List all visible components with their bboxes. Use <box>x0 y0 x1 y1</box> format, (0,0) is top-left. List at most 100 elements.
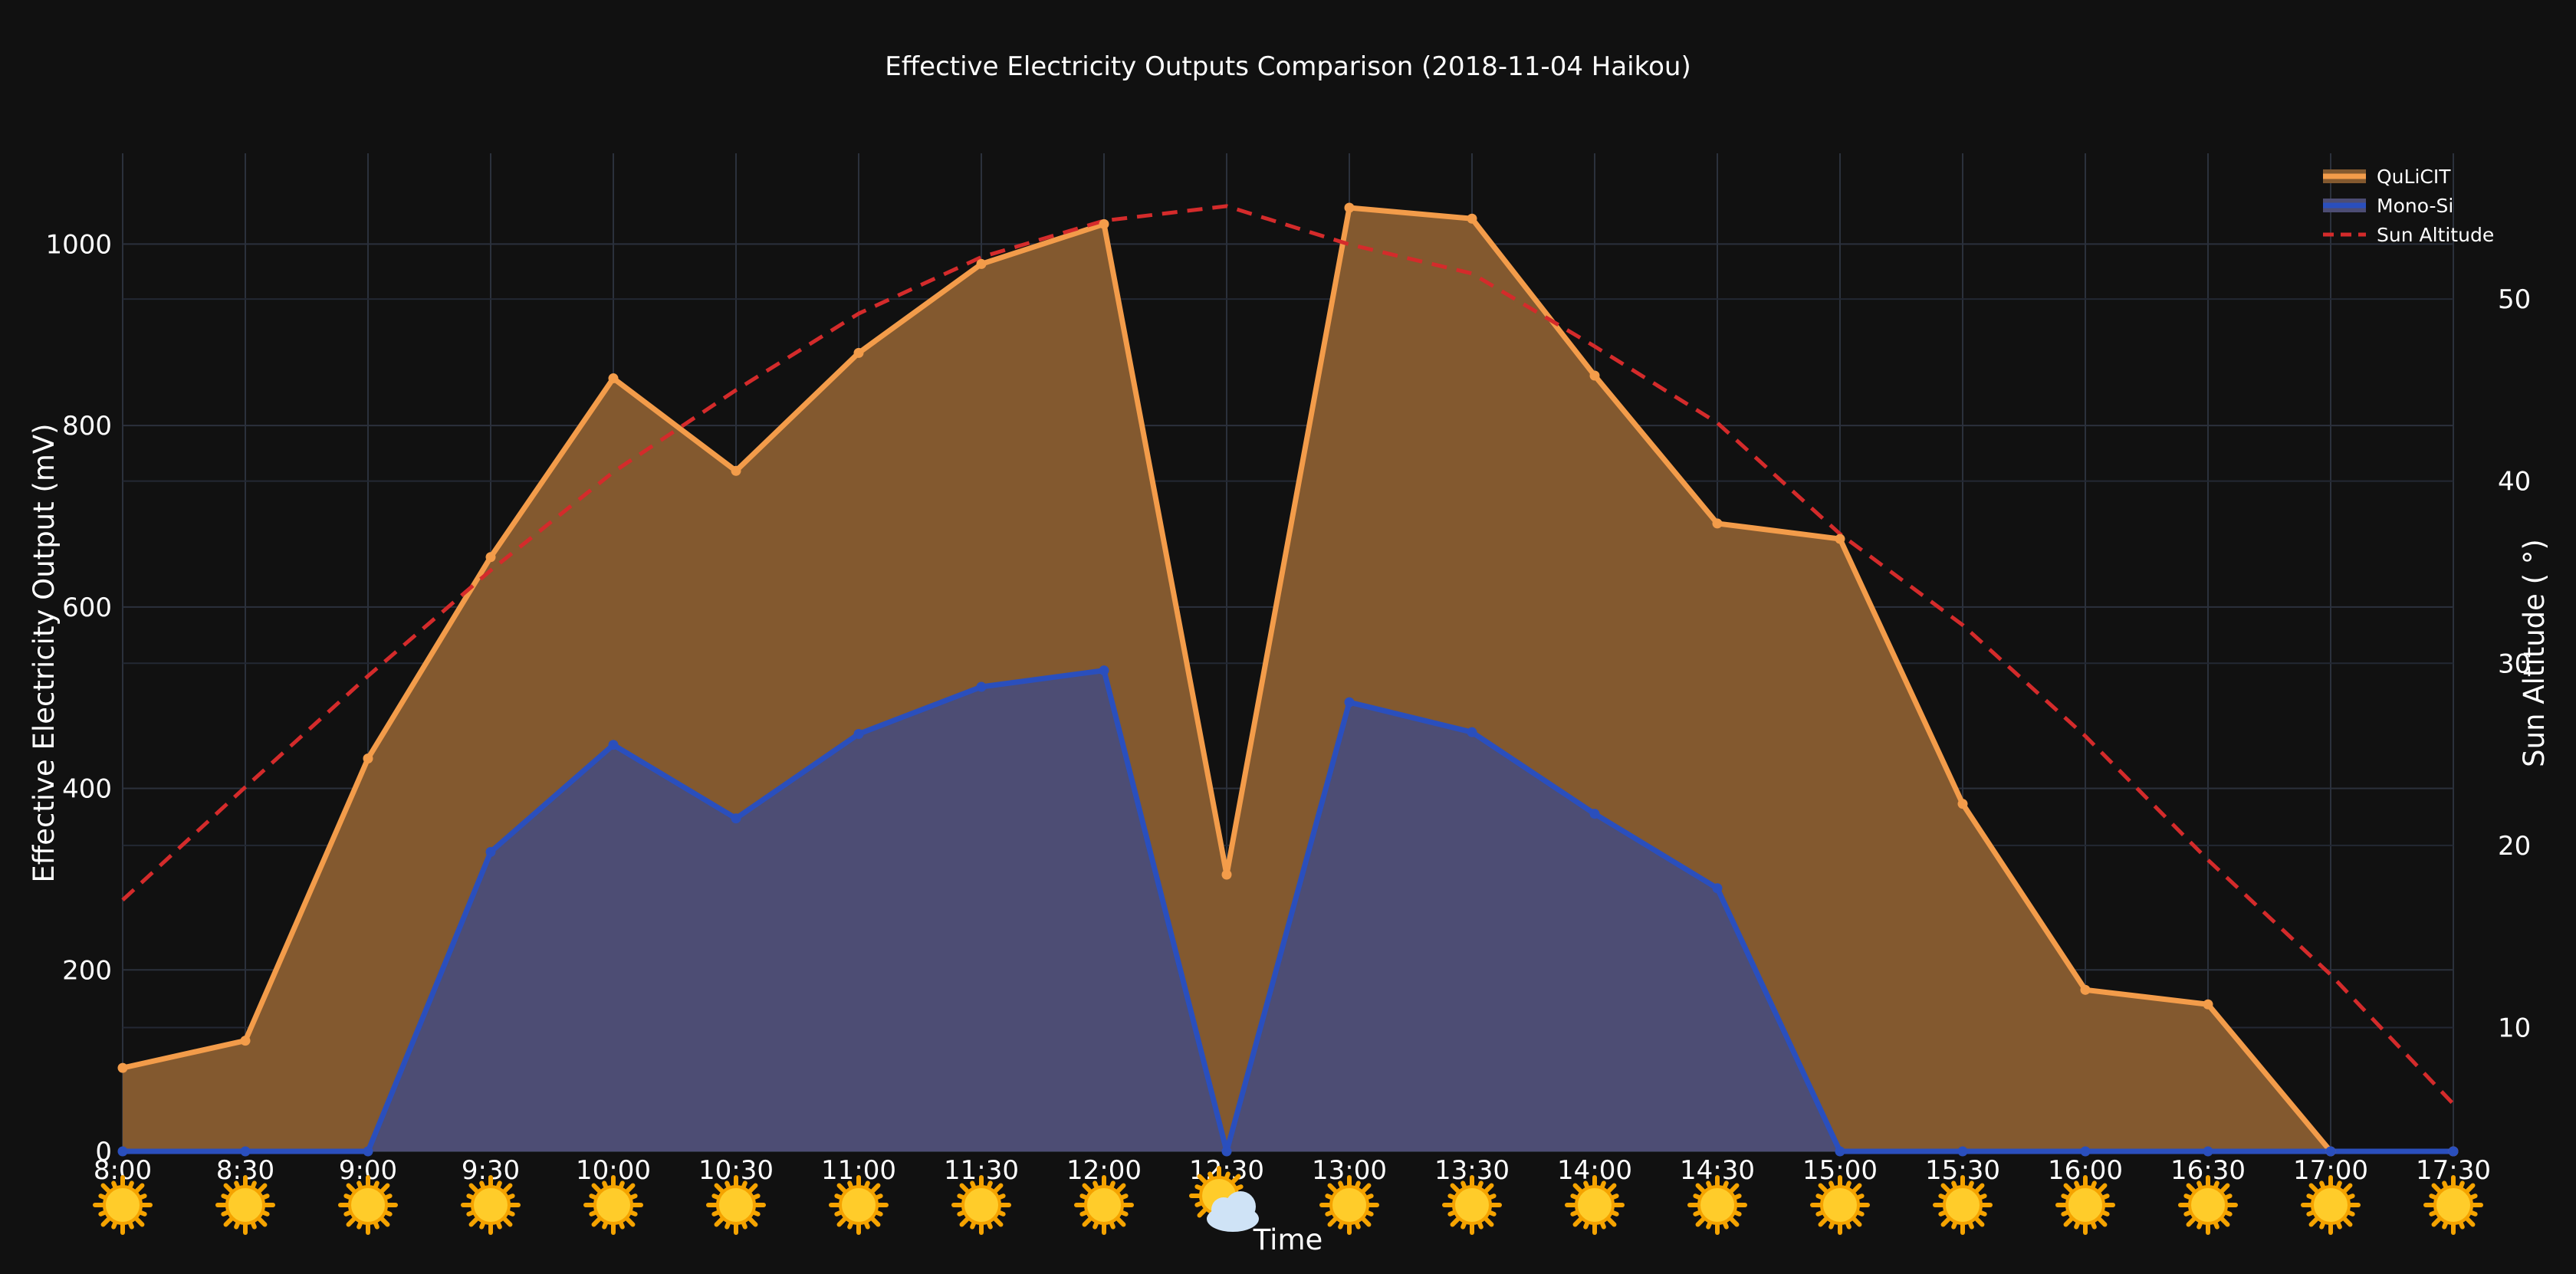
sun-icon <box>583 1175 643 1235</box>
point-mono-si <box>1099 665 1109 676</box>
sun-icon <box>829 1175 889 1235</box>
line-mono-si <box>123 668 2453 1154</box>
point-mono-si <box>2325 1146 2336 1157</box>
point-mono-si <box>853 729 864 740</box>
sun-icon <box>2301 1175 2361 1235</box>
cloud-shape <box>1225 1191 1256 1222</box>
point-mono-si <box>363 1146 373 1157</box>
sun-disc <box>225 1185 265 1225</box>
series-areas <box>123 208 2453 1151</box>
sun-disc <box>1452 1185 1492 1225</box>
y-tick-label: 800 <box>62 411 112 442</box>
point-mono-si <box>1712 883 1723 894</box>
point-mono-si <box>2080 1146 2091 1157</box>
point-qulicit <box>1835 534 1845 544</box>
sun-disc <box>2433 1185 2473 1225</box>
legend-item-mono-si[interactable]: Mono-Si <box>2323 195 2453 217</box>
sun-disc <box>839 1185 879 1225</box>
y2-tick-label: 20 <box>2498 831 2531 862</box>
point-qulicit <box>240 1036 251 1046</box>
y-tick-label: 0 <box>95 1137 112 1167</box>
y-tick-label: 400 <box>62 774 112 805</box>
sun-behind-cloud-icon <box>1189 1166 1259 1232</box>
point-qulicit <box>1221 869 1232 880</box>
point-mono-si <box>1344 697 1355 708</box>
sun-icon <box>1565 1175 1625 1235</box>
sun-disc <box>1820 1185 1860 1225</box>
sun-icon <box>2055 1175 2115 1235</box>
sun-disc <box>961 1185 1001 1225</box>
sun-icon <box>951 1175 1011 1235</box>
y-tick-label: 200 <box>62 955 112 986</box>
line-qulicit <box>122 205 2453 1154</box>
legend-item-qulicit[interactable]: QuLiCIT <box>2323 166 2451 188</box>
legend[interactable]: QuLiCIT Mono-Si Sun Altitude <box>2323 166 2494 246</box>
y-tick-label: 1000 <box>45 229 112 260</box>
sun-icon <box>2178 1175 2238 1235</box>
y2-tick-label: 40 <box>2498 467 2531 497</box>
point-qulicit <box>976 258 987 269</box>
point-qulicit <box>608 373 619 384</box>
point-mono-si <box>731 813 741 824</box>
x-axis-label: Time <box>1253 1223 1323 1256</box>
sun-disc <box>1943 1185 1983 1225</box>
point-mono-si <box>976 681 987 692</box>
point-mono-si <box>2203 1146 2213 1157</box>
y2-tick-label: 50 <box>2498 284 2531 315</box>
weather-icons-row <box>93 1166 2483 1235</box>
sun-icon <box>215 1175 275 1235</box>
point-mono-si <box>240 1146 251 1157</box>
y2-axis-tick-labels: 10 20 30 40 50 <box>2498 284 2531 1043</box>
y-axis-tick-labels: 0 200 400 600 800 1000 <box>45 229 112 1167</box>
sun-disc <box>716 1185 756 1225</box>
point-qulicit <box>2080 984 2091 995</box>
point-qulicit <box>731 465 741 476</box>
point-qulicit <box>1099 218 1109 229</box>
y2-axis-label: Sun Altitude ( °) <box>2518 539 2551 767</box>
point-qulicit <box>1467 213 1477 224</box>
sun-icon <box>2423 1175 2483 1235</box>
point-qulicit <box>2203 999 2213 1010</box>
point-mono-si <box>1221 1146 1232 1157</box>
legend-label: Sun Altitude <box>2377 224 2494 246</box>
y-tick-label: 600 <box>62 593 112 623</box>
point-qulicit <box>117 1062 128 1073</box>
legend-label: QuLiCIT <box>2377 166 2451 188</box>
sun-icon <box>706 1175 766 1235</box>
point-mono-si <box>1835 1146 1845 1157</box>
series-markers <box>117 202 2459 1157</box>
sun-disc <box>348 1185 388 1225</box>
point-qulicit <box>853 347 864 358</box>
sun-icon <box>1442 1175 1502 1235</box>
point-qulicit <box>1712 518 1723 529</box>
y2-tick-label: 10 <box>2498 1013 2531 1043</box>
sun-icon <box>1933 1175 1993 1235</box>
sun-icon <box>93 1175 153 1235</box>
point-mono-si <box>1467 727 1477 737</box>
sun-icon <box>1687 1175 1747 1235</box>
sun-icon <box>461 1175 521 1235</box>
sun-disc <box>1329 1185 1369 1225</box>
y2-tick-label: 30 <box>2498 648 2531 679</box>
point-mono-si <box>117 1146 128 1157</box>
sun-disc <box>103 1185 143 1225</box>
sun-disc <box>2065 1185 2105 1225</box>
sun-icon <box>1074 1175 1134 1235</box>
y-axis-label: Effective Electricity Output (mV) <box>28 423 61 882</box>
point-mono-si <box>608 740 619 750</box>
point-mono-si <box>485 846 496 857</box>
point-qulicit <box>1589 370 1600 381</box>
sun-disc <box>1697 1185 1737 1225</box>
point-mono-si <box>1957 1146 1968 1157</box>
point-mono-si <box>2448 1146 2459 1157</box>
point-qulicit <box>485 552 496 563</box>
legend-label: Mono-Si <box>2377 195 2453 217</box>
chart-title: Effective Electricity Outputs Comparison… <box>885 51 1691 82</box>
point-mono-si <box>1589 809 1600 819</box>
sun-disc <box>2311 1185 2351 1225</box>
legend-item-sun-altitude[interactable]: Sun Altitude <box>2323 224 2494 246</box>
sun-icon <box>1810 1175 1870 1235</box>
point-qulicit <box>1957 799 1968 809</box>
sun-disc <box>471 1185 511 1225</box>
